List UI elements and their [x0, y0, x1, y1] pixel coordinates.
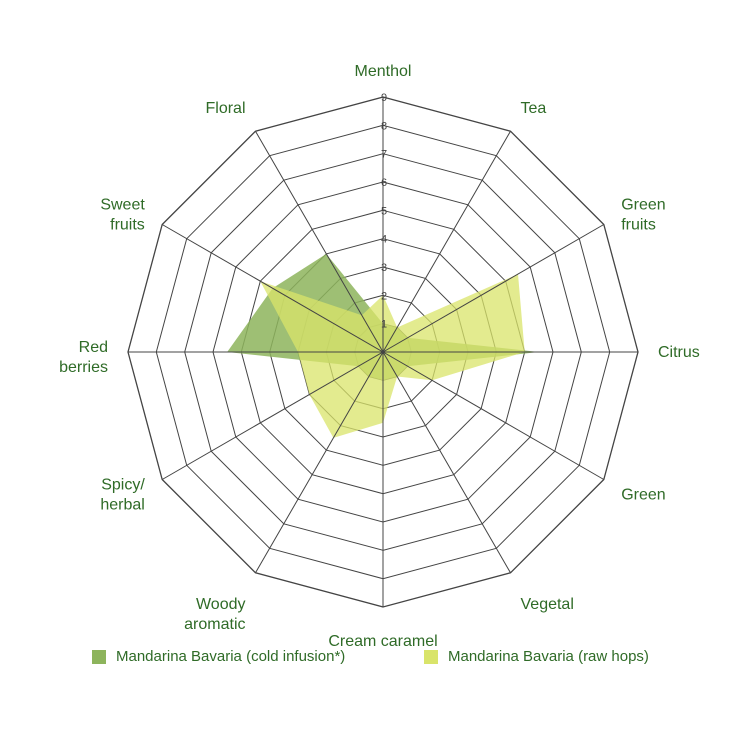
tick-label-4: 4 — [381, 234, 387, 246]
axis-label-9-1: berries — [59, 359, 108, 376]
axis-label-2-0: Green — [621, 197, 665, 214]
spoke-7 — [255, 351, 384, 574]
axis-label-10-1: fruits — [110, 217, 145, 234]
axis-label-7-1: aromatic — [184, 616, 245, 633]
tick-label-2: 2 — [381, 290, 387, 302]
axis-label-7-0: Woody — [196, 596, 246, 613]
axis-label-9-0: Red — [79, 339, 108, 356]
axis-label-1-0: Tea — [521, 100, 547, 117]
tick-label-3: 3 — [381, 262, 387, 274]
tick-label-7: 7 — [381, 149, 387, 161]
tick-label-5: 5 — [381, 205, 387, 217]
radar-tick-labels: 1 2 3 4 5 6 7 8 9 — [381, 92, 387, 331]
axis-label-3-0: Citrus — [658, 344, 700, 361]
spoke-11 — [255, 130, 384, 353]
tick-label-8: 8 — [381, 120, 387, 132]
axis-label-10-0: Sweet — [100, 197, 145, 214]
spoke-8 — [161, 351, 384, 480]
legend-label-raw-hops: Mandarina Bavaria (raw hops) — [448, 648, 649, 665]
legend: Mandarina Bavaria (cold infusion*) Manda… — [0, 648, 750, 674]
axis-label-0-0: Menthol — [355, 63, 412, 80]
legend-swatch-raw-hops — [424, 649, 438, 664]
legend-swatch-cold-infusion — [92, 649, 106, 664]
axis-label-8-1: herbal — [100, 497, 144, 514]
tick-label-1: 1 — [381, 319, 387, 331]
legend-item-cold-infusion: Mandarina Bavaria (cold infusion*) — [92, 648, 345, 665]
axis-label-6-0: Cream caramel — [328, 633, 437, 650]
axis-label-5-0: Vegetal — [521, 596, 574, 613]
spoke-10 — [161, 224, 384, 353]
axis-label-8-0: Spicy/ — [101, 477, 145, 494]
axis-label-2-1: fruits — [621, 217, 656, 234]
axis-label-11-0: Floral — [205, 100, 245, 117]
series-area-1 — [260, 274, 525, 438]
radar-axis-labels: Menthol Tea Green fruits Citrus Green Vegetal C… — [59, 63, 700, 650]
spoke-2 — [382, 224, 605, 353]
radar-series — [227, 253, 539, 438]
tick-label-9: 9 — [381, 92, 387, 104]
spoke-4 — [382, 351, 605, 480]
spoke-1 — [382, 130, 511, 353]
tick-label-6: 6 — [381, 177, 387, 189]
radar-spokes — [128, 97, 638, 607]
legend-item-raw-hops: Mandarina Bavaria (raw hops) — [424, 648, 649, 665]
spoke-5 — [382, 351, 511, 574]
axis-label-4-0: Green — [621, 487, 665, 504]
legend-label-cold-infusion: Mandarina Bavaria (cold infusion*) — [116, 648, 346, 665]
